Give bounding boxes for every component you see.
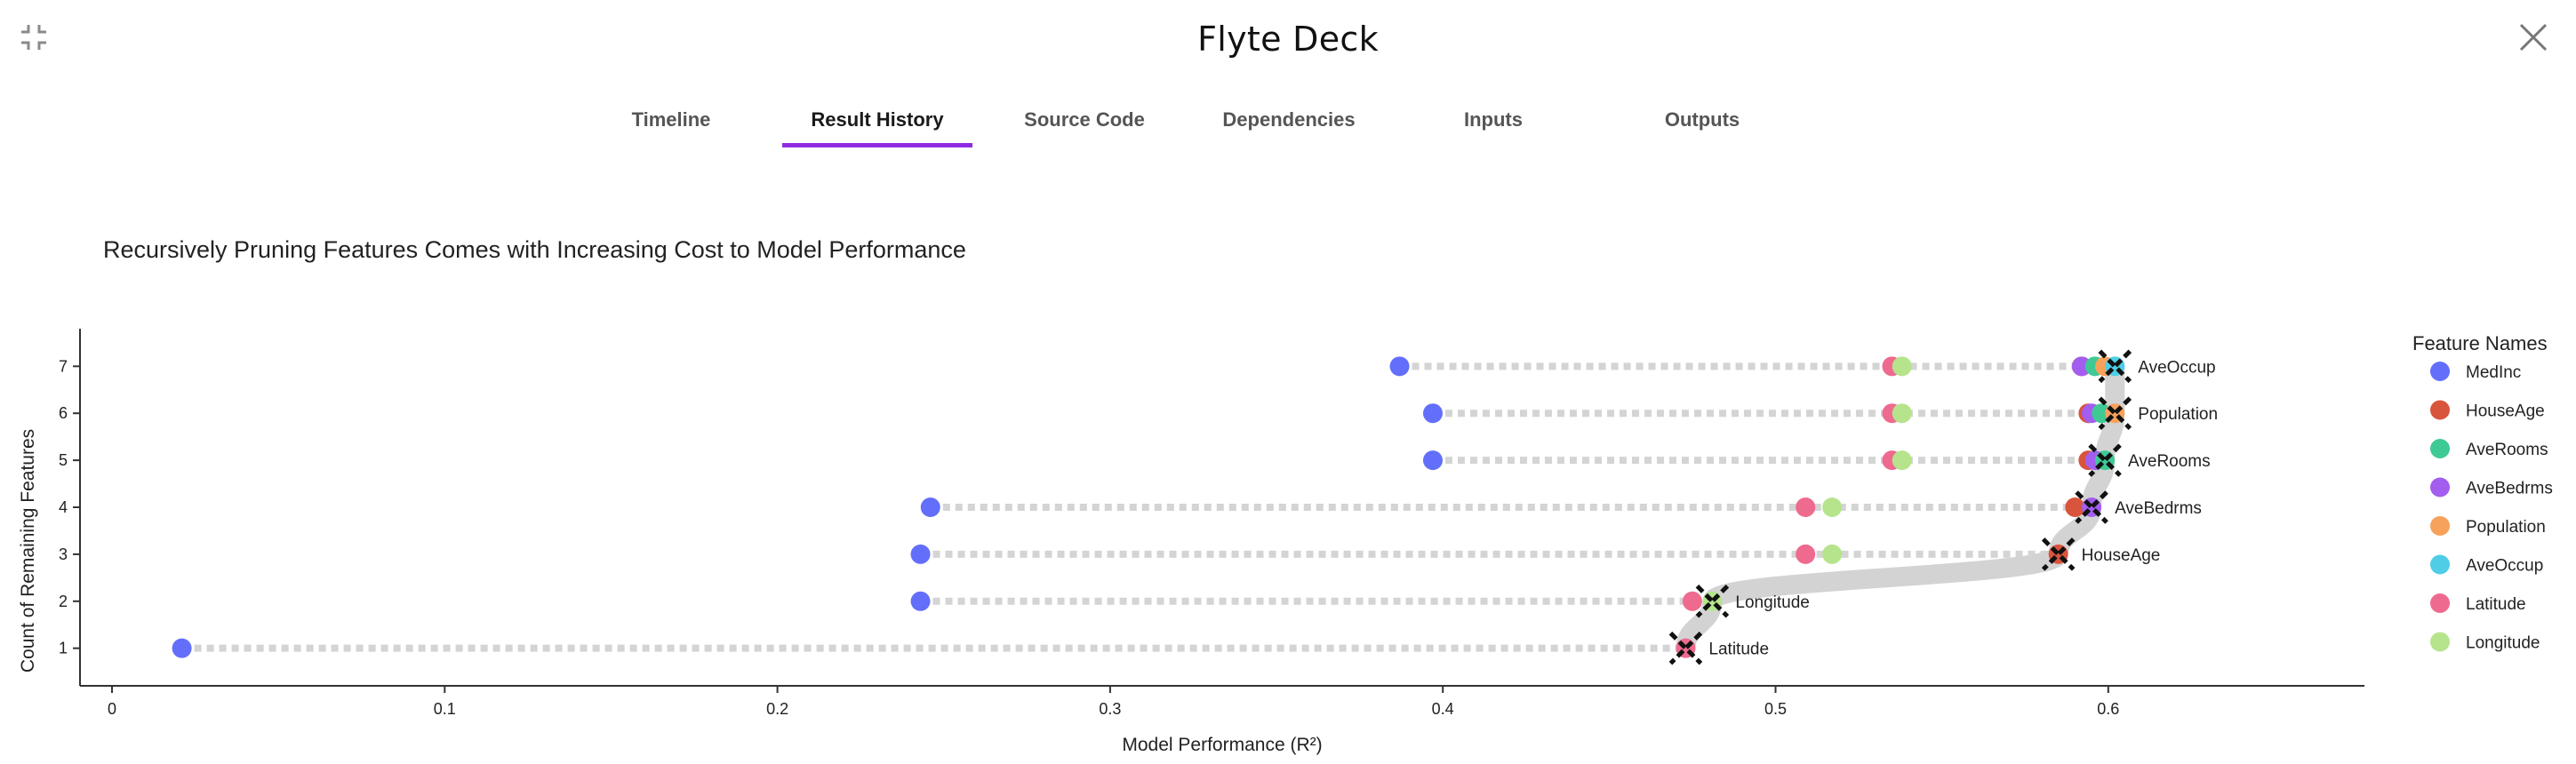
removed-feature-marker: [2041, 537, 2076, 571]
removed-feature-marker: [2098, 349, 2132, 384]
removed-feature-label: HouseAge: [2082, 546, 2161, 565]
removed-feature-label: AveBedrms: [2115, 499, 2202, 518]
point-medinc: [172, 638, 192, 658]
chart-legend: Feature Names MedInc HouseAge AveRooms AveB…: [2412, 332, 2553, 653]
point-latitude: [1796, 544, 1816, 564]
y-tick-label: 5: [59, 451, 68, 469]
removed-feature-marker: [2075, 490, 2108, 524]
x-axis-label: Model Performance (R²): [1122, 735, 1322, 755]
legend-marker: [2430, 593, 2450, 613]
legend-marker: [2430, 439, 2450, 458]
point-longitude: [1892, 403, 1912, 424]
x-tick-label: 0: [108, 700, 116, 718]
chart-title: Recursively Pruning Features Comes with …: [103, 236, 966, 263]
tab-dependencies[interactable]: Dependencies: [1222, 108, 1356, 131]
point-medinc: [1422, 403, 1443, 424]
legend-marker: [2430, 554, 2450, 575]
legend-marker: [2430, 362, 2450, 381]
tab-timeline[interactable]: Timeline: [631, 108, 711, 131]
removed-feature-label: Latitude: [1708, 641, 1769, 659]
deck-title: Flyte Deck: [1197, 20, 1379, 59]
legend-label: Population: [2466, 518, 2546, 537]
removed-feature-marker: [2088, 443, 2122, 477]
removed-feature-label: AveOccup: [2138, 358, 2215, 377]
point-houseage: [2065, 497, 2085, 517]
removed-feature-label: AveRooms: [2128, 452, 2211, 471]
tab-result-history[interactable]: Result History: [782, 105, 972, 155]
collapse-icon: [21, 25, 46, 50]
removed-feature-label: Longitude: [1735, 593, 1809, 612]
x-tick-label: 0.1: [434, 700, 456, 718]
y-tick-label: 2: [59, 593, 68, 610]
legend-label: MedInc: [2466, 363, 2521, 382]
point-longitude: [1822, 497, 1843, 517]
collapse-button[interactable]: [18, 21, 50, 53]
x-tick-label: 0.5: [1764, 700, 1787, 718]
y-tick-label: 6: [59, 404, 68, 422]
removed-feature-marker: [2098, 396, 2132, 430]
removal-markers: Latitude Longitude HouseAge AveBedrms AveRoo…: [1668, 349, 2218, 665]
row-connectors: [181, 362, 2116, 652]
legend-marker: [2430, 516, 2450, 536]
tab-source-code[interactable]: Source Code: [1024, 108, 1145, 131]
y-axis-label: Count of Remaining Features: [18, 429, 38, 672]
legend-label: HouseAge: [2466, 402, 2545, 421]
legend-marker: [2430, 477, 2450, 497]
point-latitude: [1682, 591, 1702, 611]
point-medinc: [910, 544, 931, 564]
legend-marker: [2430, 400, 2450, 420]
y-tick-label: 4: [59, 498, 68, 516]
point-longitude: [1822, 544, 1843, 564]
point-latitude: [1796, 497, 1816, 517]
close-icon: [2519, 23, 2548, 52]
x-tick-label: 0.4: [1432, 700, 1454, 718]
close-button[interactable]: [2516, 20, 2551, 55]
y-tick-label: 3: [59, 545, 68, 563]
axis-ticks: 0 0.1 0.2 0.3 0.4 0.5 0.6 1 2 3 4 5 6 7: [59, 357, 2119, 718]
point-medinc: [910, 591, 931, 611]
tab-outputs[interactable]: Outputs: [1664, 108, 1740, 131]
tab-inputs[interactable]: Inputs: [1464, 108, 1523, 131]
legend-title: Feature Names: [2412, 332, 2548, 354]
legend-label: AveBedrms: [2466, 480, 2553, 498]
point-medinc: [1389, 356, 1410, 377]
removed-feature-marker: [1668, 631, 1703, 665]
legend-label: AveRooms: [2466, 441, 2548, 459]
legend-marker: [2430, 632, 2450, 652]
removed-feature-label: Population: [2138, 405, 2218, 424]
legend-label: Latitude: [2466, 595, 2526, 614]
legend-label: Longitude: [2466, 634, 2540, 653]
x-tick-label: 0.3: [1099, 700, 1121, 718]
legend-label: AveOccup: [2466, 557, 2543, 576]
y-tick-label: 7: [59, 357, 68, 375]
y-tick-label: 1: [59, 640, 68, 657]
removed-feature-marker: [1695, 585, 1730, 618]
x-tick-label: 0.2: [766, 700, 788, 718]
point-longitude: [1892, 450, 1912, 471]
x-tick-label: 0.6: [2097, 700, 2119, 718]
point-medinc: [920, 497, 940, 517]
point-longitude: [1892, 356, 1912, 377]
point-medinc: [1422, 450, 1443, 471]
tab-bar: Timeline Result History Source Code Depe…: [0, 105, 2576, 155]
